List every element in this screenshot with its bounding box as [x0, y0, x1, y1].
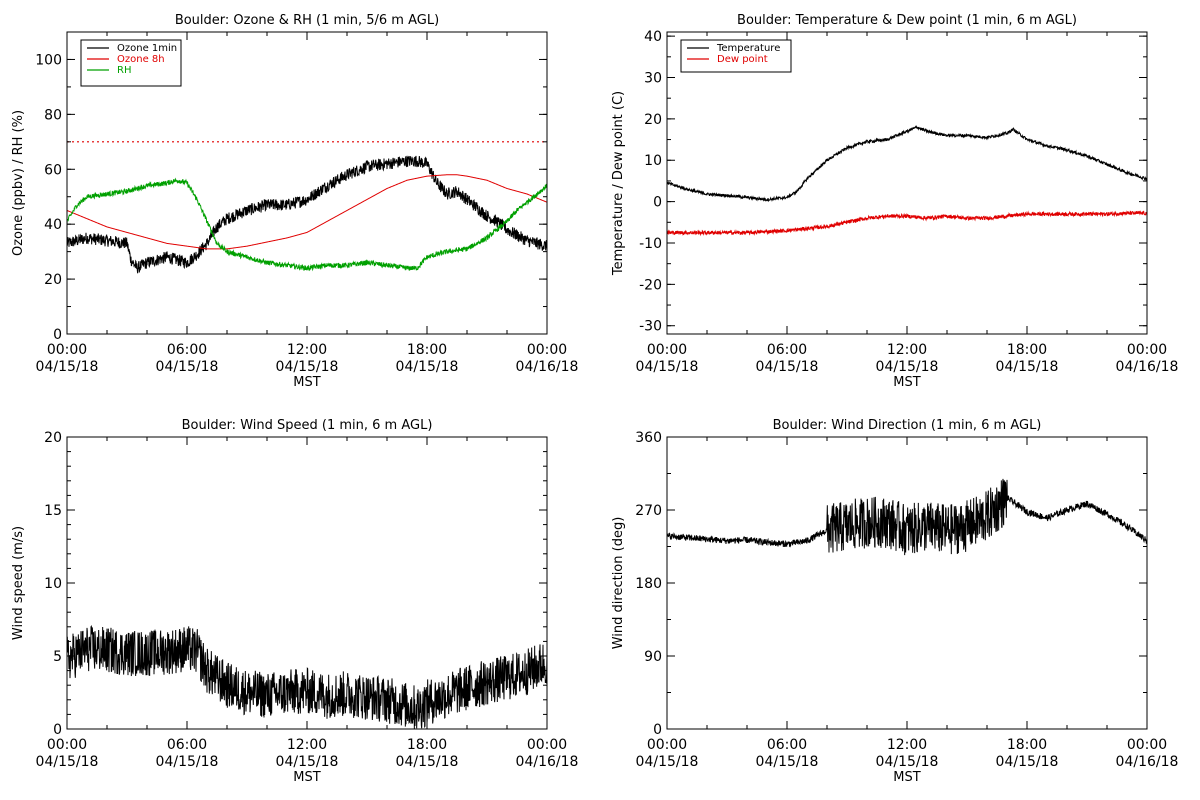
x-tick-time: 18:00 — [407, 737, 447, 753]
x-tick-time: 18:00 — [1007, 342, 1047, 358]
plot-frame — [666, 436, 1148, 730]
x-axis-label: MST — [293, 770, 320, 785]
y-tick-label: 5 — [53, 649, 62, 665]
y-tick-label: 40 — [644, 29, 662, 45]
x-tick-time: 00:00 — [1127, 342, 1167, 358]
x-tick-time: 18:00 — [407, 342, 447, 358]
y-tick-label: 40 — [44, 217, 62, 233]
y-tick-label: 80 — [44, 107, 62, 123]
y-tick-label: 90 — [644, 649, 662, 665]
x-tick-date: 04/15/18 — [876, 359, 939, 375]
chart-title: Boulder: Wind Speed (1 min, 6 m AGL) — [182, 418, 433, 433]
x-tick-time: 06:00 — [167, 342, 207, 358]
chart-2: Boulder: Temperature & Dew point (1 min,… — [611, 13, 1178, 390]
y-tick-label: 0 — [653, 722, 662, 738]
y-tick-label: 10 — [44, 576, 62, 592]
y-tick-label: 270 — [635, 503, 662, 519]
y-tick-label: 20 — [44, 430, 62, 446]
chart-title: Boulder: Ozone & RH (1 min, 5/6 m AGL) — [175, 13, 439, 28]
x-tick-date: 04/15/18 — [156, 754, 219, 770]
y-tick-label: 0 — [653, 195, 662, 211]
x-tick-time: 12:00 — [887, 342, 927, 358]
y-tick-label: -30 — [639, 319, 662, 335]
y-tick-label: 20 — [44, 272, 62, 288]
y-tick-label: 60 — [44, 162, 62, 178]
x-tick-time: 00:00 — [527, 342, 567, 358]
x-tick-date: 04/15/18 — [756, 359, 819, 375]
y-axis-label: Temperature / Dew point (C) — [611, 91, 626, 276]
chart-1: Boulder: Ozone & RH (1 min, 5/6 m AGL) 0 2… — [11, 13, 578, 390]
chart-3: Boulder: Wind Speed (1 min, 6 m AGL) 0 5 10… — [11, 418, 578, 785]
x-tick-date: 04/15/18 — [396, 754, 459, 770]
x-tick-time: 06:00 — [767, 342, 807, 358]
x-tick-date: 04/15/18 — [36, 754, 99, 770]
legend-box — [680, 39, 792, 73]
series-line-ozone-1min — [66, 155, 548, 274]
series-line-data — [666, 478, 1148, 556]
x-tick-time: 00:00 — [1127, 737, 1167, 753]
series-line-data — [66, 625, 548, 729]
x-axis-label: MST — [293, 375, 320, 390]
x-tick-time: 12:00 — [887, 737, 927, 753]
x-tick-time: 06:00 — [767, 737, 807, 753]
x-tick-time: 00:00 — [527, 737, 567, 753]
legend-entry: Ozone 8h — [117, 54, 165, 65]
x-tick-date: 04/15/18 — [156, 359, 219, 375]
x-tick-date: 04/15/18 — [996, 359, 1059, 375]
x-tick-time: 12:00 — [287, 737, 327, 753]
y-tick-label: -10 — [639, 236, 662, 252]
x-tick-date: 04/16/18 — [516, 359, 579, 375]
x-tick-date: 04/16/18 — [1116, 359, 1179, 375]
series-line-ozone-8h — [66, 174, 548, 250]
y-axis-label: Wind speed (m/s) — [11, 526, 26, 640]
x-tick-date: 04/16/18 — [516, 754, 579, 770]
legend-entry: RH — [117, 65, 131, 76]
y-tick-label: 20 — [644, 112, 662, 128]
chart-title: Boulder: Wind Direction (1 min, 6 m AGL) — [773, 418, 1042, 433]
y-tick-label: 100 — [35, 52, 62, 68]
x-tick-date: 04/15/18 — [876, 754, 939, 770]
y-tick-label: 180 — [635, 576, 662, 592]
series-line-dew-point — [666, 210, 1148, 237]
series-line-rh — [66, 177, 548, 272]
legend-entry: Ozone 1min — [117, 43, 177, 54]
x-tick-date: 04/15/18 — [276, 754, 339, 770]
series-line-temperature — [666, 125, 1148, 203]
x-tick-date: 04/15/18 — [636, 359, 699, 375]
x-tick-date: 04/15/18 — [276, 359, 339, 375]
x-tick-time: 12:00 — [287, 342, 327, 358]
legend-entry: Temperature — [716, 43, 780, 54]
x-tick-time: 00:00 — [647, 342, 687, 358]
x-tick-date: 04/15/18 — [996, 754, 1059, 770]
legend-entry: Dew point — [717, 54, 768, 65]
plot-frame — [666, 31, 1148, 335]
y-axis-label: Ozone (ppbv) / RH (%) — [11, 110, 26, 256]
x-tick-date: 04/15/18 — [636, 754, 699, 770]
y-tick-label: 0 — [53, 327, 62, 343]
x-tick-time: 06:00 — [167, 737, 207, 753]
y-tick-label: -20 — [639, 277, 662, 293]
x-tick-time: 00:00 — [647, 737, 687, 753]
x-axis-label: MST — [893, 770, 920, 785]
chart-4: Boulder: Wind Direction (1 min, 6 m AGL)… — [611, 418, 1178, 785]
chart-title: Boulder: Temperature & Dew point (1 min,… — [737, 13, 1077, 28]
y-tick-label: 0 — [53, 722, 62, 738]
x-tick-time: 00:00 — [47, 737, 87, 753]
y-tick-label: 360 — [635, 430, 662, 446]
y-axis-label: Wind direction (deg) — [611, 517, 626, 650]
x-tick-time: 00:00 — [47, 342, 87, 358]
x-tick-date: 04/15/18 — [756, 754, 819, 770]
x-tick-date: 04/16/18 — [1116, 754, 1179, 770]
x-tick-time: 18:00 — [1007, 737, 1047, 753]
x-tick-date: 04/15/18 — [396, 359, 459, 375]
x-axis-label: MST — [893, 375, 920, 390]
y-tick-label: 30 — [644, 71, 662, 87]
y-tick-label: 10 — [644, 153, 662, 169]
y-tick-label: 15 — [44, 503, 62, 519]
x-tick-date: 04/15/18 — [36, 359, 99, 375]
